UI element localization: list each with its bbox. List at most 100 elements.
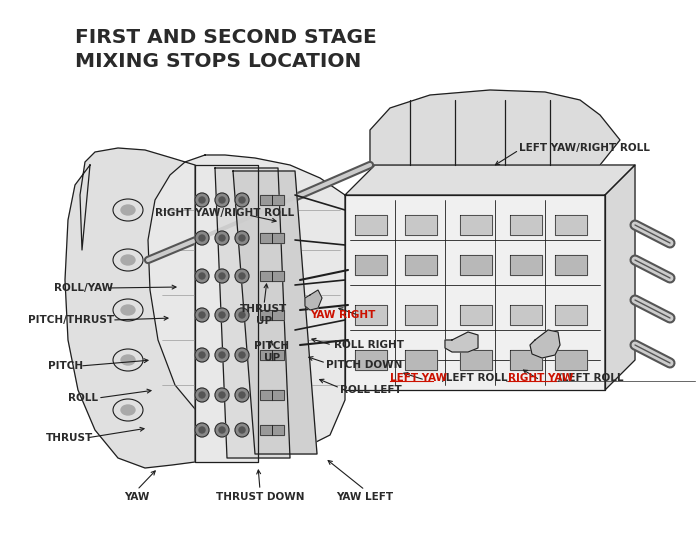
Polygon shape (530, 330, 560, 358)
Bar (272, 310, 284, 320)
Circle shape (235, 348, 249, 362)
Text: /LEFT ROLL: /LEFT ROLL (442, 373, 508, 383)
Text: PITCH: PITCH (48, 361, 83, 371)
Circle shape (219, 197, 225, 203)
Circle shape (239, 312, 245, 318)
Polygon shape (355, 215, 387, 235)
Ellipse shape (121, 205, 135, 215)
Polygon shape (510, 350, 542, 370)
Circle shape (215, 348, 229, 362)
Circle shape (215, 193, 229, 207)
Bar (260, 195, 272, 205)
Bar (260, 350, 272, 360)
Circle shape (199, 312, 205, 318)
Circle shape (215, 423, 229, 437)
Ellipse shape (121, 255, 135, 265)
Polygon shape (555, 350, 587, 370)
Circle shape (199, 273, 205, 279)
Polygon shape (355, 350, 387, 370)
Text: LEFT YAW/RIGHT ROLL: LEFT YAW/RIGHT ROLL (519, 143, 650, 153)
Bar (272, 425, 284, 435)
Polygon shape (445, 332, 478, 352)
Text: PITCH DOWN: PITCH DOWN (326, 360, 402, 370)
Text: ROLL/YAW: ROLL/YAW (54, 283, 113, 293)
Bar (272, 195, 284, 205)
Bar (260, 425, 272, 435)
Bar (260, 233, 272, 243)
Circle shape (219, 235, 225, 241)
Polygon shape (345, 165, 635, 195)
Circle shape (195, 308, 209, 322)
Polygon shape (510, 215, 542, 235)
Circle shape (215, 388, 229, 402)
Text: THRUST: THRUST (46, 433, 93, 443)
Polygon shape (215, 168, 290, 458)
Polygon shape (555, 255, 587, 275)
Polygon shape (405, 215, 437, 235)
Circle shape (215, 308, 229, 322)
Circle shape (239, 427, 245, 433)
Bar (260, 390, 272, 400)
Bar (260, 310, 272, 320)
Circle shape (195, 269, 209, 283)
Polygon shape (460, 350, 492, 370)
Bar (260, 350, 272, 360)
Text: YAW RIGHT: YAW RIGHT (310, 310, 375, 320)
Circle shape (235, 269, 249, 283)
Circle shape (199, 392, 205, 398)
Circle shape (235, 388, 249, 402)
Circle shape (195, 231, 209, 245)
Bar (260, 425, 272, 435)
Text: MIXING STOPS LOCATION: MIXING STOPS LOCATION (75, 52, 361, 71)
Ellipse shape (121, 405, 135, 415)
Bar (260, 390, 272, 400)
Circle shape (199, 352, 205, 358)
Text: THRUST
UP: THRUST UP (240, 304, 288, 326)
Polygon shape (233, 171, 317, 454)
Circle shape (239, 392, 245, 398)
Bar (272, 233, 284, 243)
Polygon shape (405, 255, 437, 275)
Text: ROLL: ROLL (68, 393, 98, 403)
Circle shape (219, 427, 225, 433)
Circle shape (239, 235, 245, 241)
Polygon shape (370, 90, 620, 165)
Text: PITCH
UP: PITCH UP (254, 341, 290, 363)
Bar (272, 271, 284, 281)
Bar (272, 310, 284, 320)
Circle shape (235, 231, 249, 245)
Bar (272, 425, 284, 435)
Circle shape (219, 312, 225, 318)
Polygon shape (355, 255, 387, 275)
Bar (260, 271, 272, 281)
Text: FIRST AND SECOND STAGE: FIRST AND SECOND STAGE (75, 28, 377, 47)
Polygon shape (405, 350, 437, 370)
Polygon shape (460, 215, 492, 235)
Bar (272, 390, 284, 400)
Bar (260, 233, 272, 243)
Circle shape (195, 193, 209, 207)
Circle shape (195, 348, 209, 362)
Ellipse shape (121, 355, 135, 365)
Polygon shape (460, 305, 492, 325)
Text: RIGHT YAW: RIGHT YAW (508, 373, 573, 383)
Circle shape (235, 423, 249, 437)
Circle shape (239, 273, 245, 279)
Text: YAW LEFT: YAW LEFT (337, 492, 393, 502)
Text: LEFT YAW: LEFT YAW (390, 373, 447, 383)
Text: PITCH/THRUST: PITCH/THRUST (28, 315, 114, 325)
Polygon shape (345, 195, 605, 390)
Polygon shape (555, 215, 587, 235)
Circle shape (199, 197, 205, 203)
Polygon shape (510, 255, 542, 275)
Polygon shape (305, 290, 322, 310)
Text: ROLL RIGHT: ROLL RIGHT (334, 340, 404, 350)
Bar (260, 310, 272, 320)
Bar (272, 233, 284, 243)
Circle shape (199, 427, 205, 433)
Bar (272, 390, 284, 400)
Bar (272, 271, 284, 281)
Text: /LEFT ROLL: /LEFT ROLL (558, 373, 624, 383)
Circle shape (195, 423, 209, 437)
Circle shape (215, 231, 229, 245)
